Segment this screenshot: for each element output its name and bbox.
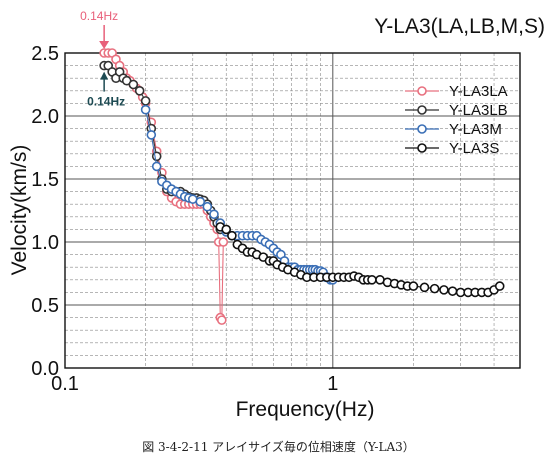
data-point — [221, 224, 232, 235]
plot-frame — [64, 52, 521, 369]
data-point — [227, 230, 237, 241]
tick-labels: 0.0 0.5 1.0 1.5 2.0 2.5 0.1 1 — [31, 43, 338, 395]
legend-label: Y-LA3LB — [449, 102, 508, 119]
y-tick-label: 0.5 — [31, 295, 59, 317]
annotations: 0.14Hz 0.14Hz — [80, 9, 125, 109]
figure-caption: 図 3-4-2-11 アレイサイズ毎の位相速度（Y-LA3） — [142, 440, 415, 454]
data-point — [209, 209, 219, 220]
data-point — [146, 130, 157, 140]
data-point — [419, 282, 430, 293]
data-point — [195, 196, 206, 207]
data-point — [408, 281, 419, 291]
legend-marker — [417, 124, 427, 134]
data-point — [140, 96, 151, 106]
data-point — [134, 86, 145, 96]
legend-item: Y-LA3LA — [405, 83, 508, 100]
legend-label: Y-LA3M — [449, 121, 502, 138]
annotation-label: 0.14Hz — [80, 9, 118, 23]
y-tick-label: 1.0 — [31, 232, 59, 254]
data-point — [367, 274, 377, 285]
x-axis-label: Frequency(Hz) — [236, 398, 375, 421]
y-tick-label: 2.5 — [31, 43, 59, 65]
axes — [64, 52, 521, 369]
series-y-la3s — [215, 222, 505, 298]
data-point — [429, 283, 440, 294]
data-series — [99, 48, 505, 325]
series-y-la3m — [140, 104, 338, 285]
legend-label: Y-LA3S — [449, 140, 499, 157]
legend-item: Y-LA3LB — [405, 102, 508, 119]
data-point — [151, 161, 162, 172]
data-point — [218, 237, 229, 247]
legend: Y-LA3LA Y-LA3LB Y-LA3M Y-LA3S — [405, 83, 508, 157]
legend-marker — [417, 86, 427, 96]
y-axis-label: Velocity(km/s) — [8, 145, 31, 276]
data-point — [202, 201, 213, 212]
annotation-arrowhead — [100, 71, 109, 80]
legend-marker — [417, 105, 427, 115]
data-point — [439, 285, 449, 295]
legend-label: Y-LA3LA — [449, 83, 508, 100]
grid — [64, 52, 521, 369]
y-tick-label: 2.0 — [31, 106, 59, 128]
chart-title: Y-LA3(LA,LB,M,S) — [374, 15, 545, 38]
data-point — [494, 281, 505, 291]
legend-item: Y-LA3M — [405, 121, 502, 138]
legend-item: Y-LA3S — [405, 140, 499, 157]
data-point — [140, 104, 151, 115]
annotation-arrowhead — [99, 41, 110, 49]
annotation-label: 0.14Hz — [87, 95, 125, 109]
data-point — [447, 286, 458, 296]
data-point — [216, 315, 227, 325]
x-tick-label: 1 — [327, 373, 338, 395]
legend-marker — [417, 143, 427, 153]
y-tick-label: 1.5 — [31, 169, 59, 191]
data-point — [128, 79, 139, 90]
x-tick-label: 0.1 — [51, 373, 79, 395]
y-tick-label: 0.0 — [31, 358, 59, 380]
data-point — [151, 151, 162, 162]
